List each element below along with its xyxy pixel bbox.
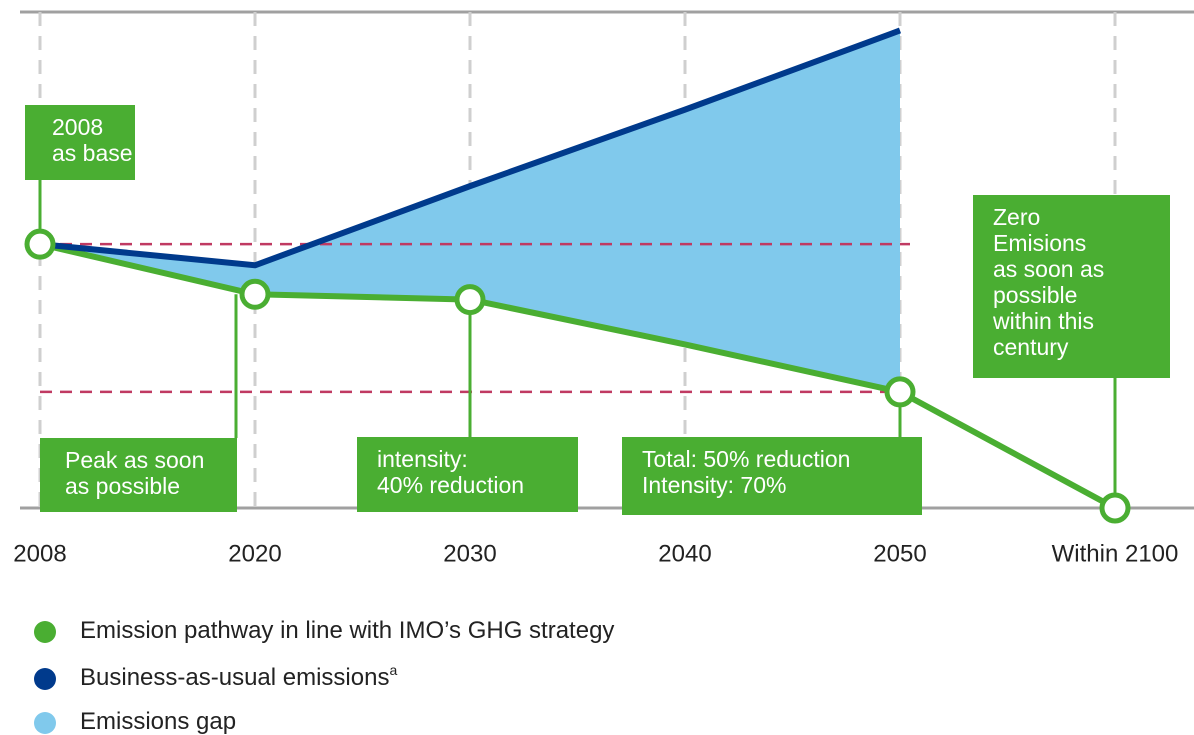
legend-label: Emissions gap [80, 708, 236, 735]
series-line [39, 241, 1117, 511]
annotation-text: Zero [993, 204, 1040, 230]
annotation-text: Intensity: 70% [642, 472, 786, 498]
annotation-text: Total: 50% reduction [642, 446, 850, 472]
point-marker [884, 376, 916, 408]
legend-label-text: Emission pathway in line with IMO’s GHG … [80, 617, 614, 644]
annotation-text: 40% reduction [377, 472, 524, 498]
x-tick-label: 2050 [873, 540, 926, 567]
point-marker [454, 284, 486, 316]
annotation-text: as possible [65, 473, 180, 499]
point-marker [1099, 492, 1131, 524]
legend-label: Emission pathway in line with IMO’s GHG … [80, 617, 614, 644]
annotation-text: Peak as soon [65, 447, 204, 473]
annotation-text: 2008 [52, 114, 103, 140]
legend-swatch [34, 712, 56, 734]
point-marker [239, 278, 271, 310]
series-line [39, 27, 902, 269]
x-tick-label: 2030 [443, 540, 496, 567]
annotation-box [25, 105, 135, 180]
legend-label-text: Emissions gap [80, 708, 236, 735]
legend-swatch [34, 668, 56, 690]
annotation-box [357, 437, 578, 512]
annotation-box [622, 437, 922, 515]
legend-label-text: Business-as-usual emissions [80, 664, 389, 691]
gap-area [40, 30, 900, 392]
annotation-text: intensity: [377, 446, 468, 472]
annotation-text: century [993, 334, 1069, 360]
annotation-text: possible [993, 282, 1077, 308]
point-marker [24, 228, 56, 260]
annotation-box [40, 438, 237, 512]
footnote-mark: a [389, 662, 397, 678]
x-tick-label: Within 2100 [1052, 540, 1179, 567]
annotation-box [973, 195, 1170, 378]
legend-swatch [34, 621, 56, 643]
annotation-text: as base year [52, 140, 184, 166]
x-tick-label: 2040 [658, 540, 711, 567]
x-tick-label: 2020 [228, 540, 281, 567]
annotation-text: within this [992, 308, 1094, 334]
legend-label: Business-as-usual emissionsa [80, 662, 397, 692]
annotation-text: as soon as [993, 256, 1104, 282]
x-tick-label: 2008 [13, 540, 66, 567]
annotation-text: Emisions [993, 230, 1086, 256]
